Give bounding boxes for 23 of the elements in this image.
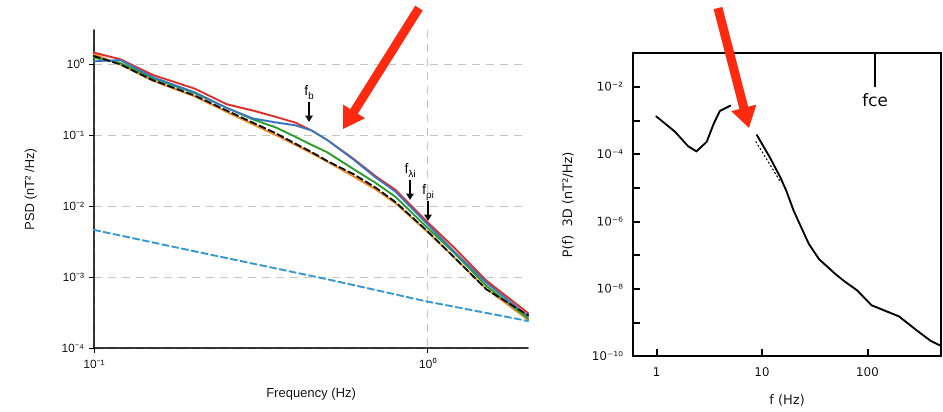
annotation: f$_{b}$: [304, 82, 314, 102]
x-tick-label: 10⁻¹: [83, 357, 105, 371]
x-tick-label: 1: [652, 365, 660, 379]
x-tick-label: 10⁰: [418, 357, 436, 371]
y-tick-label: 10⁻¹: [62, 128, 84, 142]
y-axis-title: PSD (nT² /Hz): [22, 148, 37, 230]
y-tick-label: 10⁻²: [62, 198, 84, 213]
x-axis-title: f (Hz): [769, 393, 805, 408]
x-tick-label: 100: [856, 365, 879, 379]
y-tick-label: 10⁻¹⁰: [592, 349, 624, 363]
x-axis-title: Frequency (Hz): [266, 385, 356, 400]
y-tick-label: 10⁻²: [596, 80, 624, 94]
y-tick-label: 10⁰: [66, 56, 84, 71]
annotation: f$_{λi}$: [404, 160, 416, 180]
annotation: f$_{ρi}$: [422, 181, 434, 201]
y-tick-label: 10⁻⁶: [596, 214, 624, 228]
y-tick-label: 10⁻⁸: [596, 282, 624, 296]
y-tick-label: 10⁻⁴: [61, 341, 84, 355]
y-tick-label: 10⁻³: [62, 270, 84, 284]
y-tick-label: 10⁻⁴: [596, 147, 624, 161]
x-tick-label: 10: [754, 365, 770, 379]
annotation: fce: [862, 91, 888, 111]
y-axis-title: P(f) 3D (nT²/Hz): [561, 152, 576, 258]
